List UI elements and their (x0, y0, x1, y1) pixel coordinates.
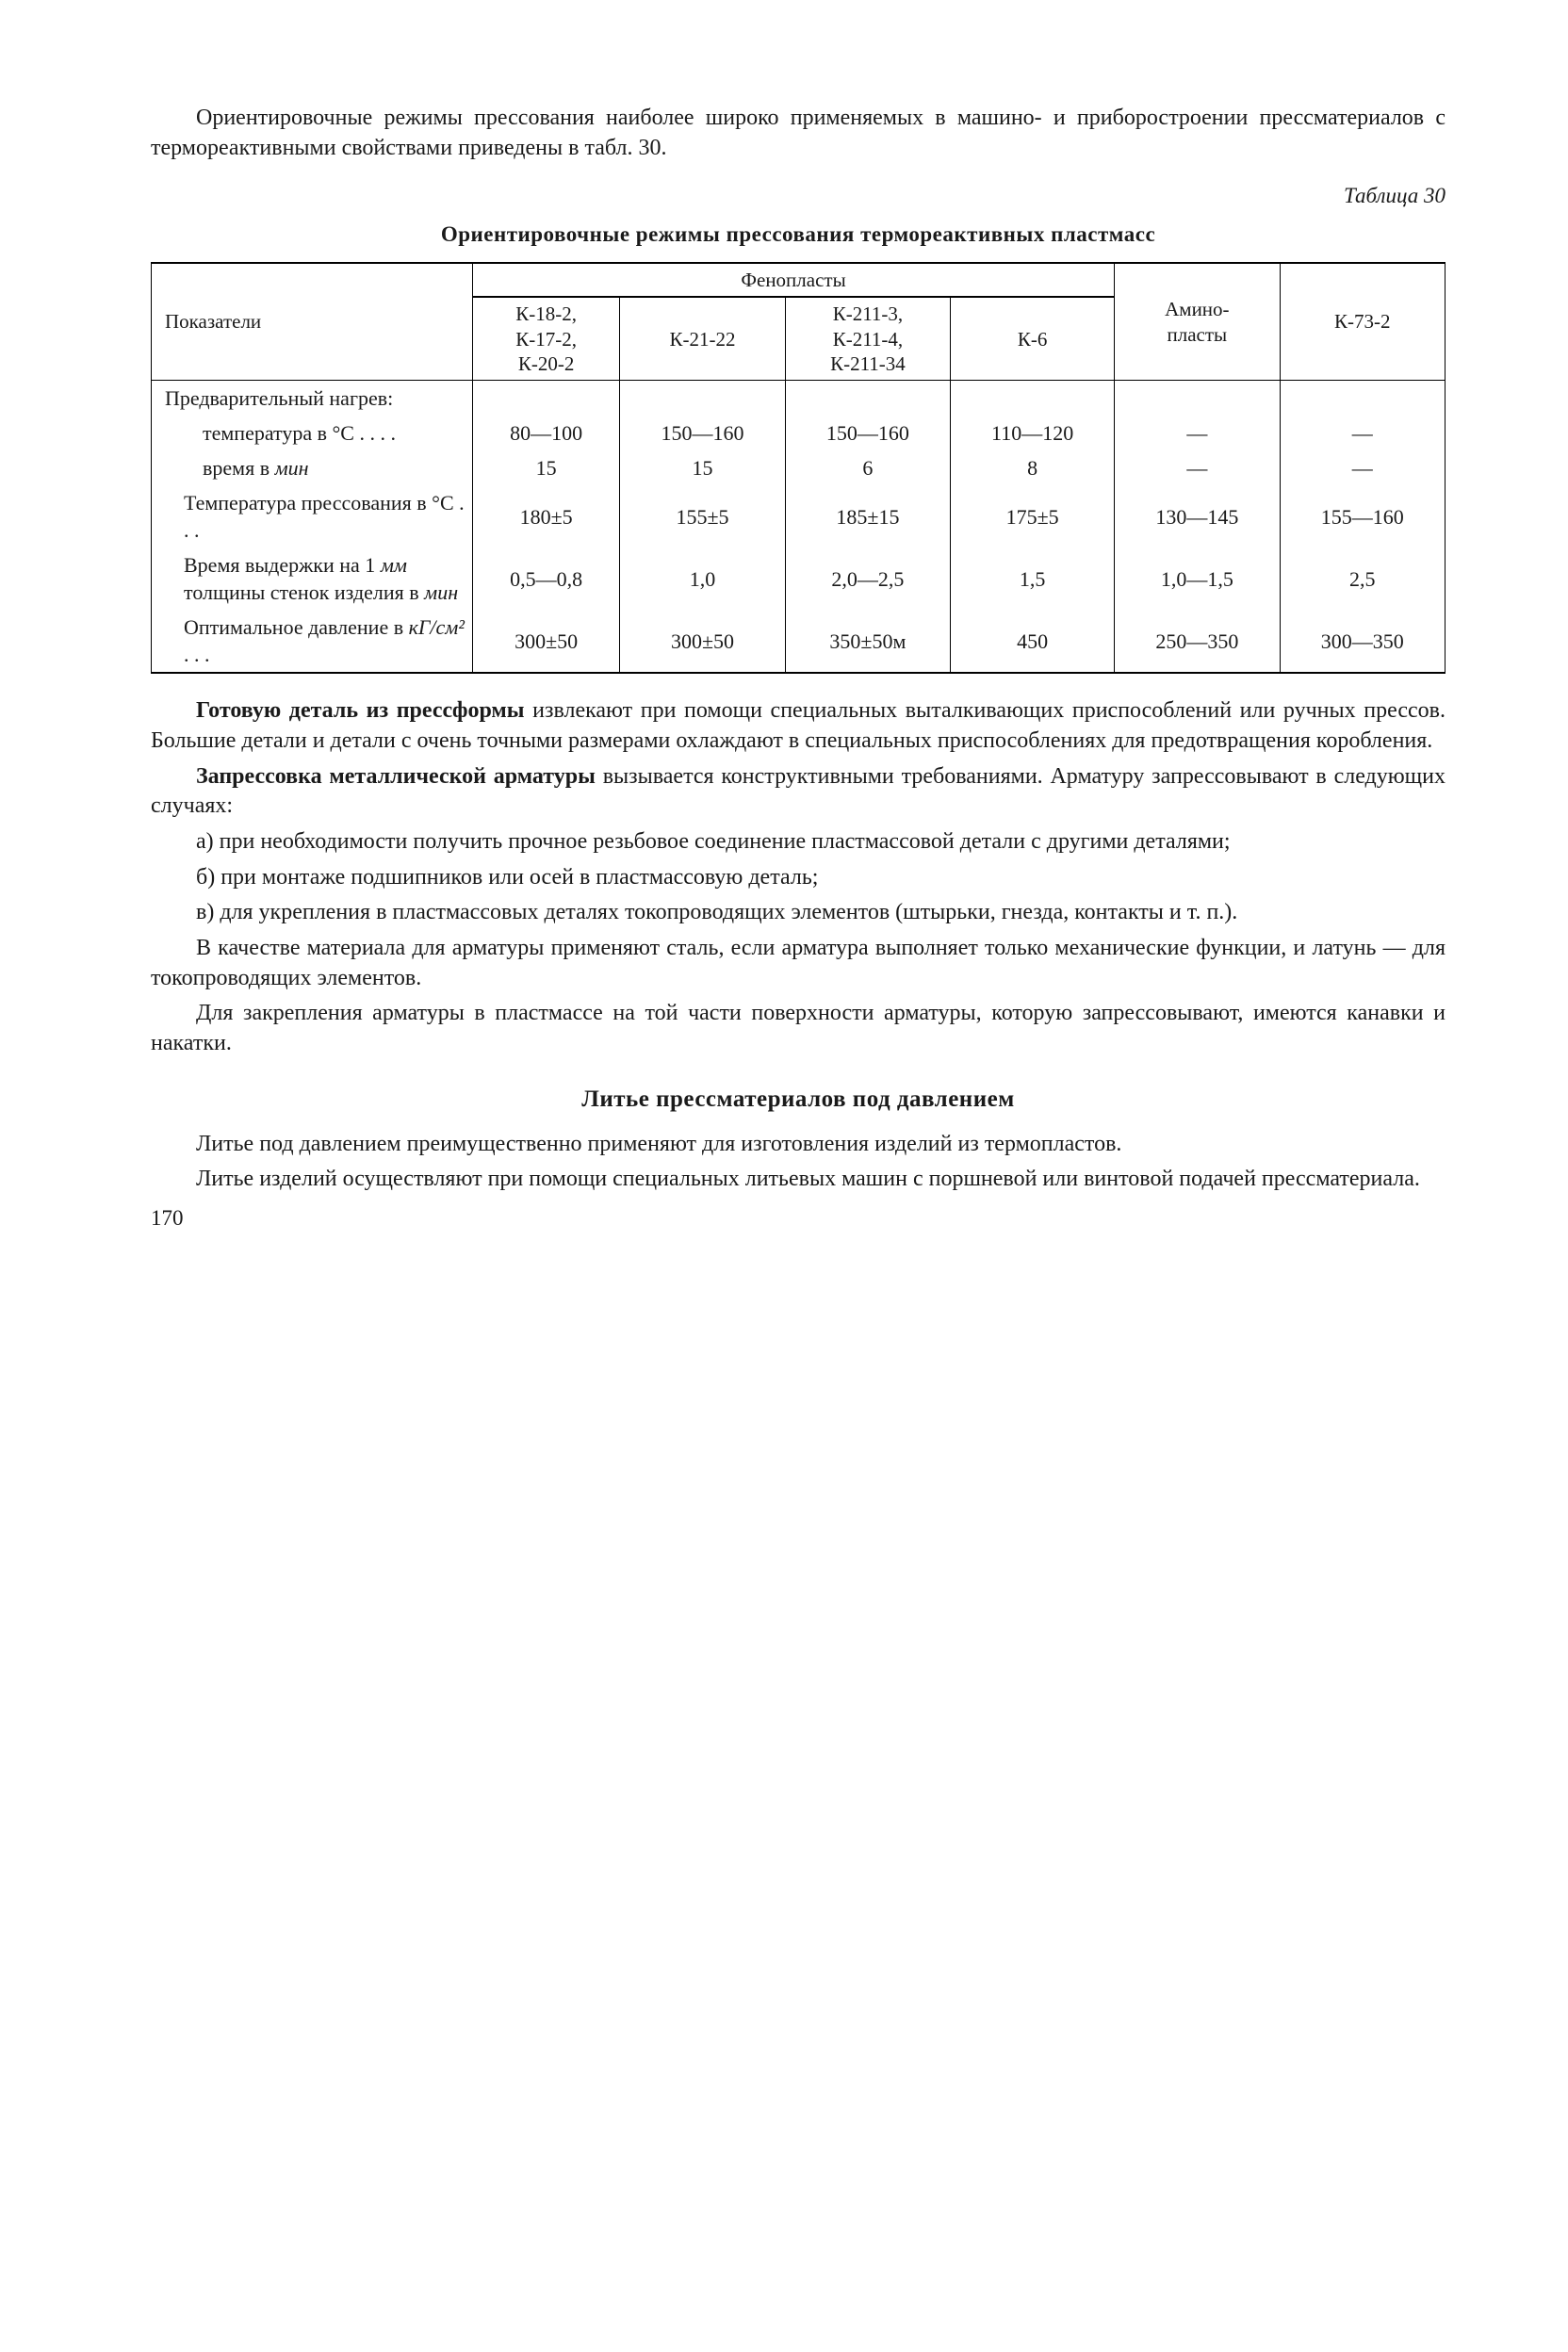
cell: 6 (785, 450, 950, 485)
data-table: Показатели Фенопласты Амино-пласты К-73-… (151, 262, 1446, 674)
cell: 180±5 (473, 485, 620, 547)
bold-lead: Готовую деталь из прессформы (196, 698, 525, 723)
cell (1280, 381, 1445, 416)
cell: 350±50м (785, 610, 950, 673)
th-col4: К-6 (951, 297, 1115, 380)
page-number: 170 (151, 1204, 1446, 1233)
paragraph: Литье изделий осуществляют при помощи сп… (151, 1165, 1446, 1195)
cell (473, 381, 620, 416)
table-row: Температура прессования в °C . . .180±51… (152, 485, 1446, 547)
table-row: Оптимальное давление в кГ/см² . . .300±5… (152, 610, 1446, 673)
cell: 110—120 (951, 416, 1115, 450)
cell: — (1115, 416, 1280, 450)
list-item-b: б) при монтаже подшипников или осей в пл… (151, 863, 1446, 893)
cell: 8 (951, 450, 1115, 485)
cell: 15 (473, 450, 620, 485)
table-row: Время выдержки на 1 мм толщины стенок из… (152, 547, 1446, 610)
bold-lead: Запрессовка металлической арматуры (196, 764, 596, 789)
cell: 450 (951, 610, 1115, 673)
table-label: Таблица 30 (151, 182, 1446, 210)
cell: 155—160 (1280, 485, 1445, 547)
cell: 155±5 (620, 485, 785, 547)
th-param: Показатели (152, 263, 473, 381)
th-col6: К-73-2 (1280, 263, 1445, 381)
row-label: Температура прессования в °C . . . (152, 485, 473, 547)
th-col3: К-211-3,К-211-4,К-211-34 (785, 297, 950, 380)
cell: 250—350 (1115, 610, 1280, 673)
cell (1115, 381, 1280, 416)
cell: 2,5 (1280, 547, 1445, 610)
cell: 0,5—0,8 (473, 547, 620, 610)
paragraph: В качестве материала для арматуры примен… (151, 934, 1446, 993)
cell: — (1280, 416, 1445, 450)
intro-paragraph: Ориентировочные режимы прессования наибо… (151, 104, 1446, 163)
row-label: температура в °C . . . . (152, 416, 473, 450)
cell: 1,0 (620, 547, 785, 610)
list-item-c: в) для укрепления в пластмассовых деталя… (151, 898, 1446, 928)
cell: 300±50 (620, 610, 785, 673)
cell: 130—145 (1115, 485, 1280, 547)
cell: — (1280, 450, 1445, 485)
cell: 300±50 (473, 610, 620, 673)
cell: 2,0—2,5 (785, 547, 950, 610)
cell: 1,5 (951, 547, 1115, 610)
table-title: Ориентировочные режимы прессования термо… (151, 220, 1446, 249)
cell (951, 381, 1115, 416)
cell: 150—160 (785, 416, 950, 450)
th-col5: Амино-пласты (1115, 263, 1280, 381)
cell: 300—350 (1280, 610, 1445, 673)
cell: 1,0—1,5 (1115, 547, 1280, 610)
section-title: Литье прессматериалов под давлением (151, 1084, 1446, 1115)
row-label: Предварительный нагрев: (152, 381, 473, 416)
paragraph: Для закрепления арматуры в пластмассе на… (151, 999, 1446, 1058)
th-col2: К-21-22 (620, 297, 785, 380)
row-label: Оптимальное давление в кГ/см² . . . (152, 610, 473, 673)
paragraph: Запрессовка металлической арматуры вызыв… (151, 762, 1446, 822)
table-row: время в мин151568—— (152, 450, 1446, 485)
th-group: Фенопласты (473, 263, 1115, 297)
cell: 175±5 (951, 485, 1115, 547)
cell (785, 381, 950, 416)
row-label: время в мин (152, 450, 473, 485)
table-row: температура в °C . . . .80—100150—160150… (152, 416, 1446, 450)
th-col1: К-18-2,К-17-2,К-20-2 (473, 297, 620, 380)
cell: 15 (620, 450, 785, 485)
paragraph: Литье под давлением преимущественно прим… (151, 1130, 1446, 1160)
cell: — (1115, 450, 1280, 485)
paragraph: Готовую деталь из прессформы извлекают п… (151, 696, 1446, 756)
cell: 185±15 (785, 485, 950, 547)
row-label: Время выдержки на 1 мм толщины стенок из… (152, 547, 473, 610)
cell: 150—160 (620, 416, 785, 450)
list-item-a: а) при необходимости получить прочное ре… (151, 827, 1446, 858)
cell: 80—100 (473, 416, 620, 450)
cell (620, 381, 785, 416)
table-row: Предварительный нагрев: (152, 381, 1446, 416)
